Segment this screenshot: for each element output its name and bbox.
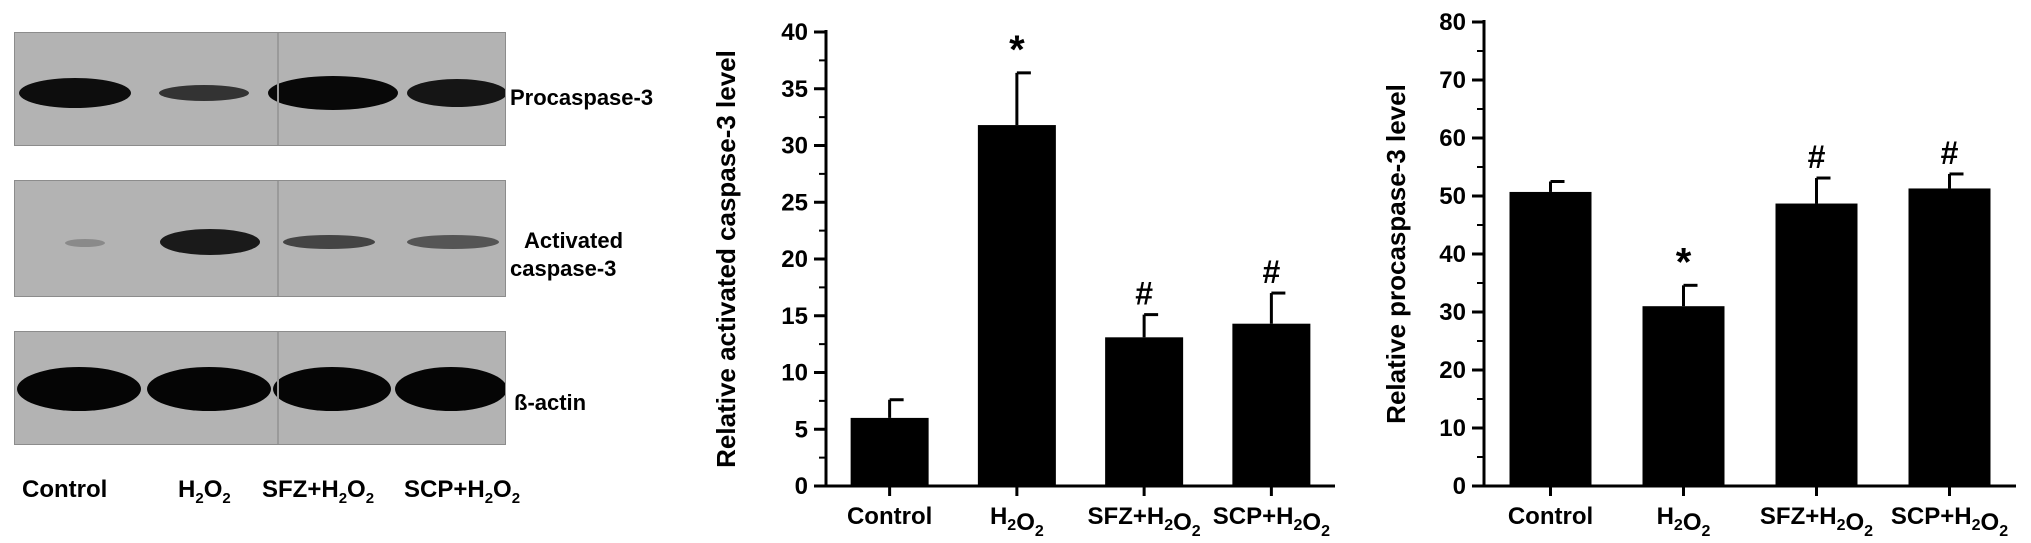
band-procaspase-sfz xyxy=(268,76,398,110)
y-tick-label: 10 xyxy=(1439,415,1466,442)
significance-mark: * xyxy=(1676,240,1692,284)
band-actin-sfz xyxy=(273,367,391,411)
lane-separator xyxy=(277,181,279,296)
lane-label-control: Control xyxy=(22,476,107,504)
lane-label-subscript: 2 xyxy=(222,489,231,507)
x-tick-label: SFZ+H2O2 xyxy=(1088,503,1201,540)
y-axis-label: Relative procaspase-3 level xyxy=(1381,84,1411,424)
lane-label-text: O xyxy=(347,476,366,503)
x-tick-label: H2O2 xyxy=(1657,503,1711,540)
y-tick-label: 40 xyxy=(781,19,808,46)
y-tick-label: 80 xyxy=(1439,9,1466,36)
blot-beta-actin xyxy=(14,331,506,445)
y-tick-label: 25 xyxy=(781,189,808,216)
lane-label-text: O xyxy=(493,476,512,503)
y-tick-label: 0 xyxy=(795,473,808,500)
protein-label-caspase-3: caspase-3 xyxy=(510,256,617,281)
significance-mark: # xyxy=(1941,135,1959,171)
y-tick-label: 15 xyxy=(781,303,808,330)
significance-mark: * xyxy=(1009,28,1025,72)
band-activated-sfz xyxy=(283,235,375,249)
protein-label-procaspase-3: Procaspase-3 xyxy=(510,85,654,110)
lane-label-subscript: 2 xyxy=(484,489,494,507)
y-tick-label: 20 xyxy=(1439,357,1466,384)
bar xyxy=(1642,306,1725,486)
y-tick-label: 35 xyxy=(781,76,808,103)
y-tick-label: 30 xyxy=(781,133,808,160)
bar xyxy=(1105,337,1184,486)
y-tick-label: 50 xyxy=(1439,183,1466,210)
lane-label-subscript: 2 xyxy=(338,489,348,507)
significance-mark: # xyxy=(1135,276,1153,312)
band-procaspase-h2o2 xyxy=(159,85,249,101)
bar xyxy=(850,417,929,486)
lane-label-text: O xyxy=(203,476,223,503)
x-tick-label: SCP+H2O2 xyxy=(1891,503,2008,540)
blot-activated-caspase-3 xyxy=(14,180,506,297)
x-tick-label: SFZ+H2O2 xyxy=(1760,503,1873,540)
x-tick-label: SCP+H2O2 xyxy=(1213,503,1330,540)
lane-label-scp-h2o2: SCP+H2O2 xyxy=(404,476,520,507)
protein-label-activated: Activated xyxy=(524,228,624,253)
chart-activated-caspase-3: 0 5 10 15 20 25 30 35 40 Relative activated caspa… xyxy=(711,19,1335,540)
band-activated-control xyxy=(65,239,105,247)
bar xyxy=(1509,191,1592,486)
lane-label-h2o2: H2O2 xyxy=(178,476,231,507)
protein-label-beta-actin: ß-actin xyxy=(514,390,587,415)
x-tick-label: H2O2 xyxy=(990,503,1044,540)
y-tick-label: 20 xyxy=(781,246,808,273)
band-actin-h2o2 xyxy=(147,367,271,411)
x-tick-label: Control xyxy=(847,503,932,530)
lane-separator xyxy=(277,332,279,444)
lane-label-subscript: 2 xyxy=(511,489,521,507)
lane-label-text: Control xyxy=(22,476,108,503)
lane-label-text: H xyxy=(178,476,196,503)
lane-separator xyxy=(277,33,279,145)
y-tick-label: 60 xyxy=(1439,125,1466,152)
blot-procaspase-3 xyxy=(14,32,506,146)
bar xyxy=(1232,323,1311,486)
band-procaspase-control xyxy=(19,78,131,108)
lane-label-subscript: 2 xyxy=(195,489,204,507)
lane-label-sfz-h2o2: SFZ+H2O2 xyxy=(262,476,374,507)
band-activated-scp xyxy=(407,235,499,249)
bar xyxy=(1908,188,1991,486)
band-procaspase-scp xyxy=(407,79,505,107)
lane-label-text: SCP+H xyxy=(404,476,485,503)
y-tick-label: 5 xyxy=(795,416,808,443)
bar xyxy=(1775,203,1858,487)
y-tick-label: 0 xyxy=(1453,473,1466,500)
chart-procaspase-3: 0 10 20 30 40 50 60 70 80 Relative procaspase-3 l… xyxy=(1381,9,2016,540)
x-tick-label: Control xyxy=(1508,503,1593,530)
lane-label-text: SFZ+H xyxy=(262,476,339,503)
band-activated-h2o2 xyxy=(160,229,260,255)
y-tick-label: 40 xyxy=(1439,241,1466,268)
bar xyxy=(977,125,1056,486)
y-tick-label: 70 xyxy=(1439,67,1466,94)
y-tick-label: 10 xyxy=(781,360,808,387)
y-tick-label: 30 xyxy=(1439,299,1466,326)
significance-mark: # xyxy=(1808,139,1826,175)
lane-label-subscript: 2 xyxy=(365,489,375,507)
band-actin-scp xyxy=(395,367,505,411)
y-axis-label: Relative activated caspase-3 level xyxy=(711,50,741,468)
band-actin-control xyxy=(17,367,141,411)
significance-mark: # xyxy=(1262,254,1280,290)
